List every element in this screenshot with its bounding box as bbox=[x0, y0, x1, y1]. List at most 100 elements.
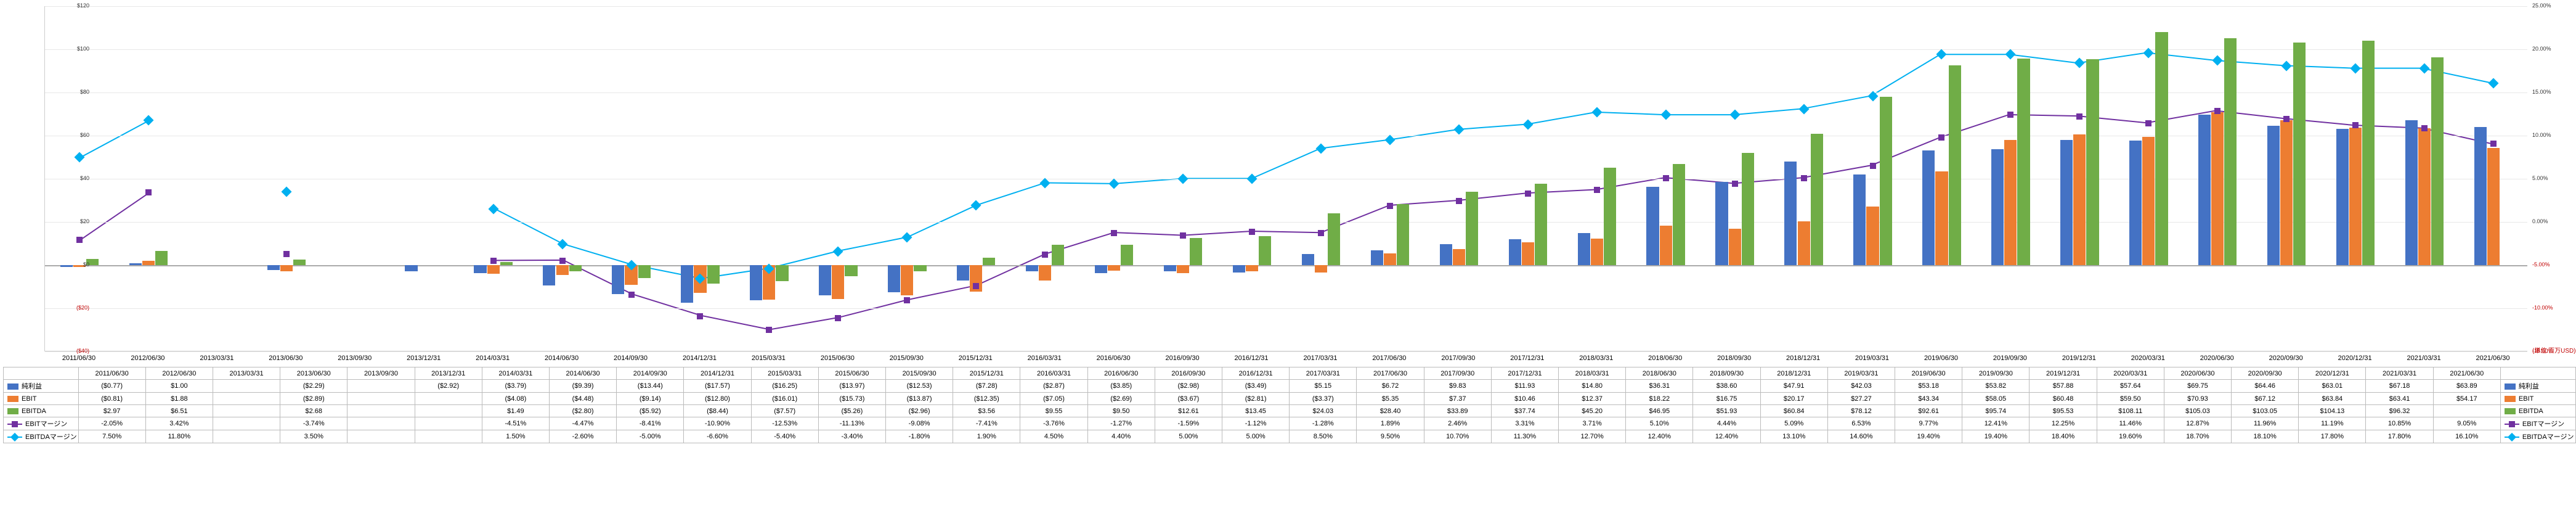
ebit-margin-marker bbox=[76, 237, 83, 243]
table-cell: -11.13% bbox=[818, 417, 885, 430]
y-left-tick: $100 bbox=[65, 46, 89, 52]
table-cell: 9.05% bbox=[2433, 417, 2500, 430]
ebit-margin-marker bbox=[1387, 203, 1393, 209]
x-axis-label: 2019/03/31 bbox=[1855, 355, 1889, 362]
table-cell: 19.40% bbox=[1962, 430, 2030, 443]
table-cell: 18.40% bbox=[2030, 430, 2097, 443]
table-cell: ($2.87) bbox=[1020, 380, 1087, 393]
table-cell bbox=[213, 430, 280, 443]
table-cell: $63.89 bbox=[2433, 380, 2500, 393]
table-cell: $95.53 bbox=[2030, 405, 2097, 417]
table-header: 2013/06/30 bbox=[280, 367, 347, 380]
table-cell: -9.08% bbox=[886, 417, 953, 430]
y-left-tick: $40 bbox=[65, 175, 89, 181]
bar bbox=[267, 265, 280, 270]
bar bbox=[142, 261, 155, 265]
table-cell: ($0.81) bbox=[78, 393, 145, 405]
table-cell: ($7.28) bbox=[953, 380, 1020, 393]
table-cell: -1.28% bbox=[1290, 417, 1357, 430]
x-axis-label: 2012/06/30 bbox=[131, 355, 165, 362]
bar bbox=[2418, 128, 2431, 265]
table-header: 2017/06/30 bbox=[1357, 367, 1424, 380]
ebit-margin-marker bbox=[145, 189, 152, 195]
right-legend-ebitda_margin: EBITDAマージン bbox=[2500, 430, 2575, 443]
table-cell: ($3.79) bbox=[482, 380, 549, 393]
table-cell: 19.40% bbox=[1895, 430, 1962, 443]
ebit-margin-marker bbox=[2283, 116, 2290, 122]
table-cell: ($4.08) bbox=[482, 393, 549, 405]
table-cell: 1.50% bbox=[482, 430, 549, 443]
table-cell: ($9.39) bbox=[549, 380, 616, 393]
table-cell: -7.41% bbox=[953, 417, 1020, 430]
ebit-margin-marker bbox=[1525, 191, 1531, 197]
table-cell bbox=[213, 405, 280, 417]
table-cell: $105.03 bbox=[2164, 405, 2231, 417]
table-cell bbox=[347, 405, 415, 417]
table-cell: $60.48 bbox=[2030, 393, 2097, 405]
y-left-tick: $80 bbox=[65, 89, 89, 95]
ebit-margin-marker bbox=[490, 258, 497, 264]
y-right-tick: 25.00% bbox=[2532, 2, 2569, 9]
table-cell: $53.82 bbox=[1962, 380, 2030, 393]
table-header: 2021/03/31 bbox=[2366, 367, 2433, 380]
bar bbox=[1095, 265, 1107, 273]
table-cell: -1.27% bbox=[1087, 417, 1155, 430]
table-cell: -10.90% bbox=[684, 417, 751, 430]
table-cell: 2.46% bbox=[1424, 417, 1491, 430]
ebitda-margin-marker bbox=[74, 152, 84, 163]
table-cell: ($3.37) bbox=[1290, 393, 1357, 405]
table-cell: $1.49 bbox=[482, 405, 549, 417]
table-cell: 12.40% bbox=[1693, 430, 1760, 443]
table-cell: ($8.44) bbox=[684, 405, 751, 417]
table-cell: $69.75 bbox=[2164, 380, 2231, 393]
table-header: 2020/12/31 bbox=[2299, 367, 2366, 380]
bar bbox=[1052, 245, 1064, 265]
bar bbox=[1853, 174, 1866, 265]
table-cell: $20.17 bbox=[1760, 393, 1827, 405]
bar bbox=[1328, 213, 1340, 265]
bar bbox=[2431, 57, 2444, 265]
table-cell: ($12.80) bbox=[684, 393, 751, 405]
table-header: 2020/06/30 bbox=[2164, 367, 2231, 380]
ebitda-margin-marker bbox=[2281, 60, 2292, 71]
table-cell: $42.03 bbox=[1827, 380, 1895, 393]
table-cell: $6.51 bbox=[145, 405, 213, 417]
ebit-margin-marker bbox=[1180, 232, 1186, 239]
bar bbox=[1522, 242, 1534, 265]
ebit-margin-marker bbox=[628, 292, 635, 298]
y-left-tick: $0 bbox=[65, 261, 89, 268]
table-cell: $3.56 bbox=[953, 405, 1020, 417]
table-cell: ($9.14) bbox=[617, 393, 684, 405]
table-cell: ($16.01) bbox=[751, 393, 818, 405]
table-cell: ($7.05) bbox=[1020, 393, 1087, 405]
table-cell: $96.32 bbox=[2366, 405, 2433, 417]
bar bbox=[638, 265, 651, 278]
table-cell: 5.00% bbox=[1222, 430, 1290, 443]
table-cell: $24.03 bbox=[1290, 405, 1357, 417]
bar bbox=[1578, 233, 1590, 265]
table-cell: 9.77% bbox=[1895, 417, 1962, 430]
ebit-margin-marker bbox=[904, 297, 910, 303]
table-cell: -4.51% bbox=[482, 417, 549, 430]
table-cell: ($2.69) bbox=[1087, 393, 1155, 405]
table-cell: $45.20 bbox=[1559, 405, 1626, 417]
y-left-tick: $60 bbox=[65, 132, 89, 138]
table-cell: -1.80% bbox=[886, 430, 953, 443]
table-header: 2016/03/31 bbox=[1020, 367, 1087, 380]
table-cell: $36.31 bbox=[1626, 380, 1693, 393]
table-cell bbox=[415, 393, 482, 405]
bar bbox=[2224, 38, 2237, 265]
x-axis-label: 2020/03/31 bbox=[2131, 355, 2165, 362]
table-cell: $46.95 bbox=[1626, 405, 1693, 417]
bar bbox=[1591, 239, 1603, 265]
y-right-tick: 10.00% bbox=[2532, 132, 2569, 138]
ebit-margin-marker bbox=[2076, 113, 2082, 120]
ebitda-margin-marker bbox=[1798, 104, 1809, 114]
bar bbox=[1302, 254, 1314, 265]
table-header: 2019/12/31 bbox=[2030, 367, 2097, 380]
table-cell: -5.00% bbox=[617, 430, 684, 443]
table-cell: 9.50% bbox=[1357, 430, 1424, 443]
table-cell: $1.88 bbox=[145, 393, 213, 405]
bar bbox=[2086, 59, 2099, 265]
bar bbox=[1026, 265, 1038, 271]
